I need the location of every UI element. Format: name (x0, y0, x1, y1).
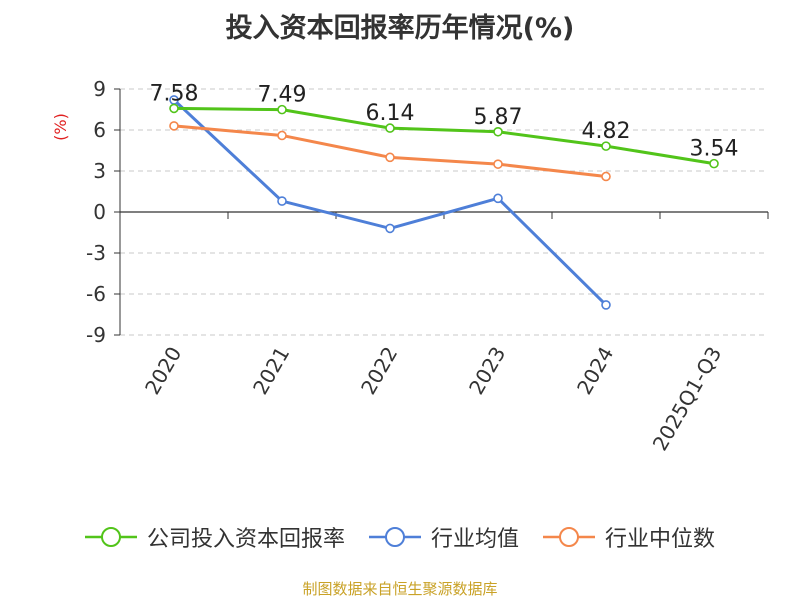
data-point (601, 171, 611, 182)
x-tick-label: 2024 (572, 343, 618, 399)
legend-swatch-icon (84, 527, 137, 547)
series-layer (169, 95, 719, 310)
y-tick-label: -6 (86, 282, 106, 306)
label-layer: 7.58 7.49 6.14 5.87 4.82 3.54 (150, 81, 739, 161)
y-tick-label: 0 (93, 200, 106, 224)
axis-layer: 9 6 3 0 -3 -6 -9 2020 2021 2022 2023 2024 2025Q1-Q3 (… (51, 77, 769, 455)
legend-label: 行业中位数 (605, 527, 716, 552)
data-point (493, 193, 503, 204)
y-tick-label: -3 (86, 241, 106, 265)
data-point (385, 152, 395, 163)
data-point (493, 126, 503, 137)
data-point (277, 196, 287, 206)
data-label: 7.58 (150, 81, 199, 106)
legend-swatch-icon (543, 527, 595, 547)
data-point (169, 103, 179, 114)
data-label: 4.82 (582, 119, 631, 144)
series-line (173, 106, 715, 166)
x-tick-label: 2021 (248, 343, 294, 399)
source-note: 制图数据来自恒生聚源数据库 (302, 580, 498, 598)
legend-marker (559, 527, 579, 547)
legend-item[interactable]: 行业中位数 (543, 521, 715, 553)
x-tick-label: 2023 (464, 343, 510, 399)
data-point (493, 159, 503, 169)
y-axis-label: (%) (51, 113, 70, 141)
x-tick-label: 2020 (140, 343, 186, 399)
legend-label: 行业均值 (430, 527, 519, 552)
data-label: 3.54 (690, 137, 739, 162)
data-label: 6.14 (366, 101, 415, 126)
series-line (173, 124, 607, 178)
y-tick-label: 6 (93, 118, 106, 142)
legend: 公司投入资本回报率 行业均值 行业中位数 (0, 520, 800, 554)
data-label: 5.87 (474, 105, 523, 130)
x-tick-label: 2022 (356, 343, 402, 399)
legend-marker (384, 527, 405, 547)
legend-swatch-icon (368, 527, 421, 547)
data-point (709, 158, 719, 169)
data-point (277, 104, 287, 115)
data-point (385, 123, 395, 133)
data-point (601, 300, 611, 310)
data-point (169, 121, 179, 131)
y-tick-label: 9 (93, 77, 106, 101)
data-point (277, 130, 287, 141)
legend-label: 公司投入资本回报率 (146, 527, 345, 552)
y-tick-label: 3 (93, 159, 106, 183)
data-point (601, 141, 611, 151)
x-tick-label: 2025Q1-Q3 (648, 343, 727, 455)
data-point (385, 223, 395, 234)
legend-item[interactable]: 行业均值 (368, 521, 519, 553)
legend-marker (100, 527, 121, 547)
chart-title: 投入资本回报率历年情况(%) (225, 13, 575, 44)
y-tick-label: -9 (86, 323, 106, 347)
legend-item[interactable]: 公司投入资本回报率 (84, 521, 345, 553)
data-label: 7.49 (258, 83, 307, 108)
